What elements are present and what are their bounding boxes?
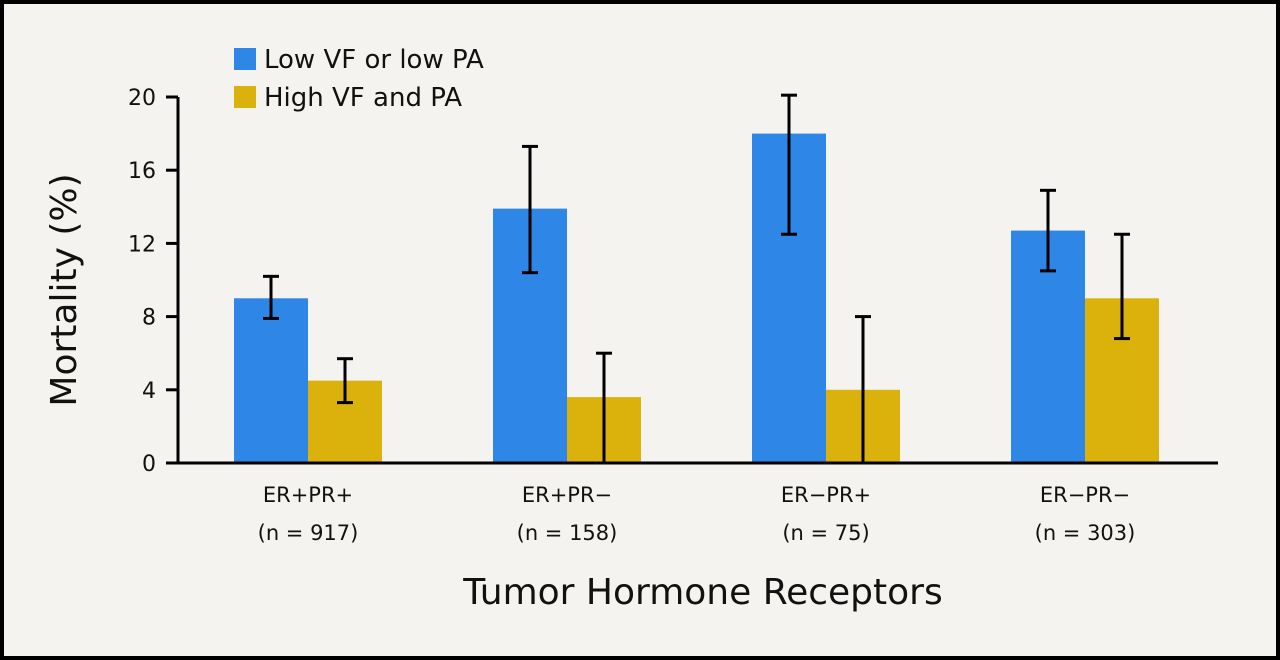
legend-swatch (234, 48, 256, 70)
legend-label: Low VF or low PA (264, 45, 484, 75)
y-tick-label: 8 (142, 306, 156, 331)
y-tick-label: 0 (142, 452, 156, 477)
x-category-count: (n = 158) (517, 521, 618, 545)
x-category-labels-layer: ER+PR+ (n = 917) ER+PR− (n = 158) ER−PR+ (n =… (258, 483, 1136, 545)
x-category-label: ER−PR+ (781, 483, 871, 507)
x-category-count: (n = 75) (782, 521, 869, 545)
y-tick-label: 4 (142, 379, 156, 404)
x-category-count: (n = 303) (1035, 521, 1136, 545)
axes-layer (176, 97, 1218, 465)
y-ticks-layer: 0 4 8 12 16 20 (128, 86, 178, 477)
y-tick-label: 16 (128, 159, 156, 184)
bar (234, 298, 308, 463)
error-bars-layer (263, 93, 1130, 463)
x-category-label: ER+PR+ (263, 483, 353, 507)
bars-layer (234, 133, 1159, 463)
y-axis-title: Mortality (%) (44, 173, 85, 406)
x-category-label: ER−PR− (1040, 483, 1130, 507)
x-category-label: ER+PR− (522, 483, 612, 507)
legend-swatch (234, 86, 256, 108)
legend-label: High VF and PA (264, 83, 462, 113)
legend: Low VF or low PA High VF and PA (234, 45, 484, 113)
y-tick-label: 12 (128, 232, 156, 257)
x-axis-title: Tumor Hormone Receptors (462, 572, 942, 613)
y-tick-label: 20 (128, 86, 156, 111)
x-category-count: (n = 917) (258, 521, 359, 545)
